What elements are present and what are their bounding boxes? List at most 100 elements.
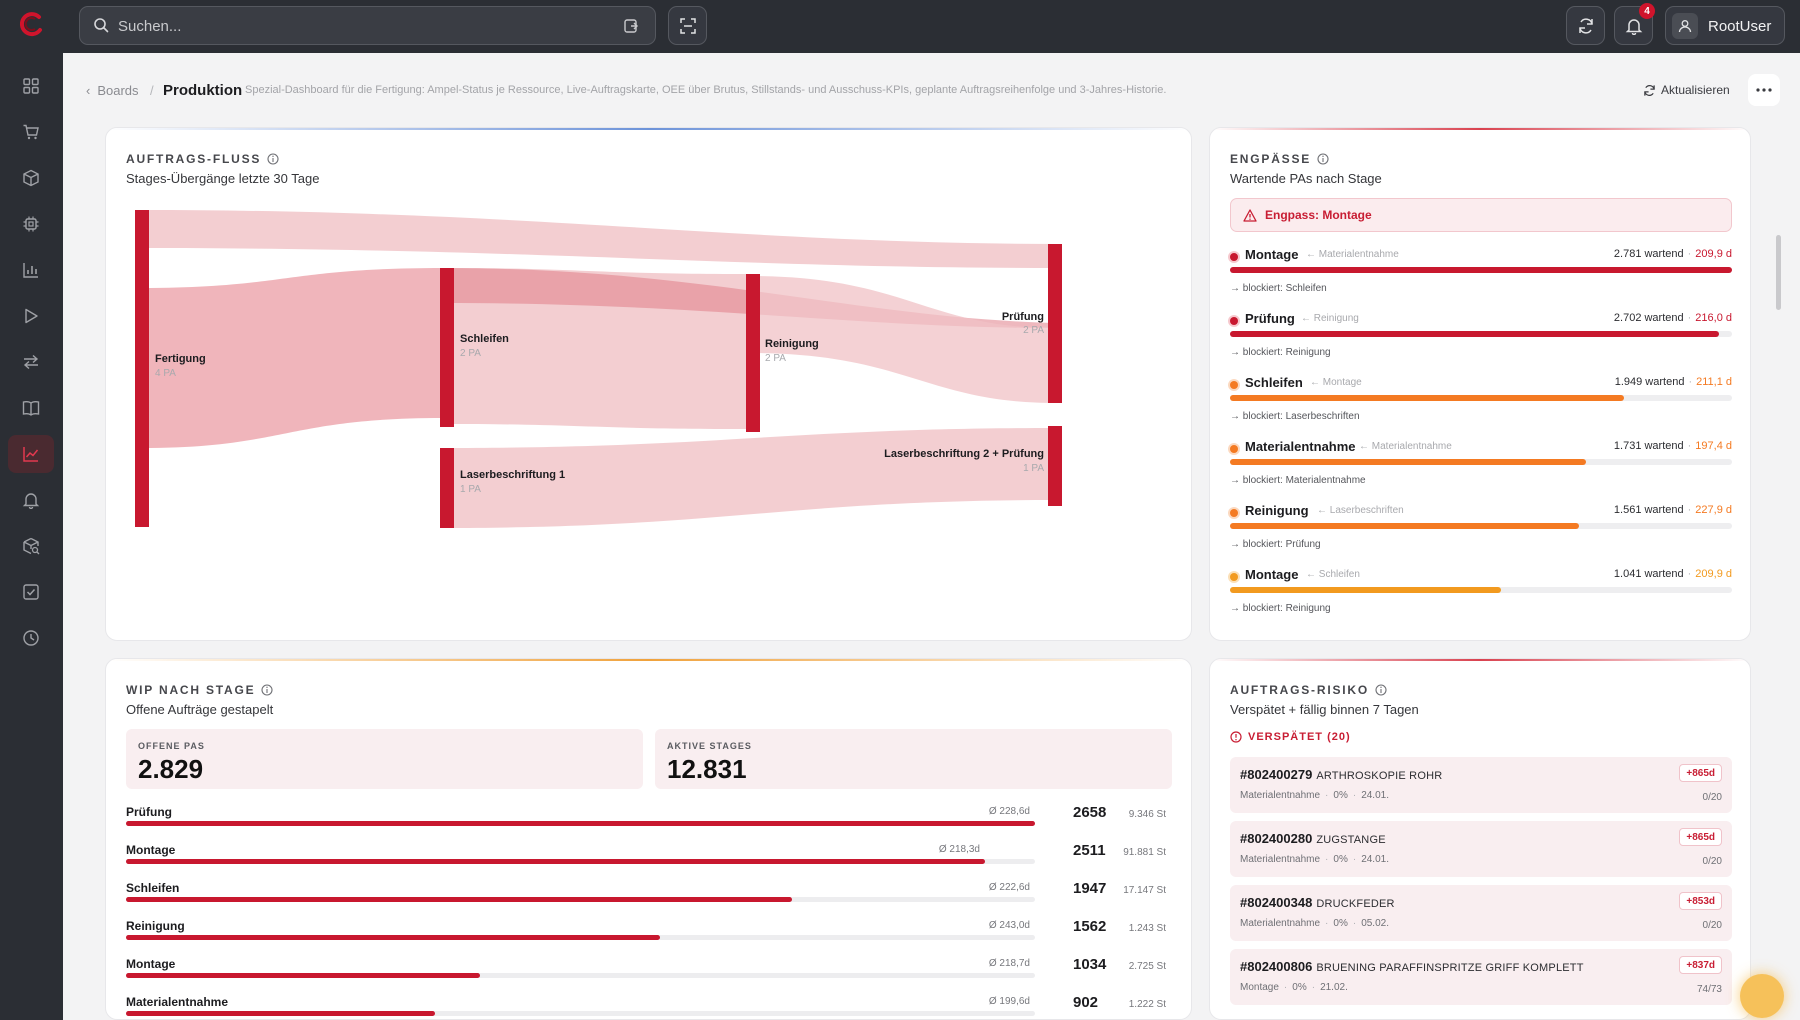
wip-count: 2658 (1073, 804, 1107, 821)
bottleneck-alert-text: Engpass: Montage (1265, 208, 1372, 222)
flow-subtitle: Stages-Übergänge letzte 30 Tage (126, 171, 320, 186)
wip-count: 902 (1073, 994, 1099, 1011)
info-icon[interactable] (267, 153, 279, 165)
bottleneck-row[interactable]: Prüfung ← Reinigung 2.702 wartend · 216,0 … (1230, 311, 1732, 375)
checkbox-icon (23, 584, 39, 600)
bottleneck-bar (1230, 395, 1732, 401)
scan-button[interactable] (668, 6, 707, 45)
risk-order-item[interactable]: #802400806 BRUENING PARAFFINSPRITZE GRIFF… (1230, 949, 1732, 1005)
page-description: Spezial-Dashboard für die Fertigung: Amp… (245, 84, 1167, 96)
bottleneck-source: ← Laserbeschriften (1317, 505, 1404, 516)
flow-title-text: AUFTRAGS-FLUSS (126, 152, 262, 166)
risk-order-item[interactable]: #802400348 DRUCKFEDER Materialentnahme · 0%… (1230, 885, 1732, 941)
sync-button[interactable] (1566, 6, 1605, 45)
app-logo[interactable] (18, 11, 44, 37)
sync-icon (1578, 17, 1593, 34)
flow-title: AUFTRAGS-FLUSS (126, 152, 279, 166)
sidebar-item-packages[interactable] (8, 159, 54, 197)
info-icon[interactable] (1375, 684, 1387, 696)
sidebar-item-resources[interactable] (8, 205, 54, 243)
wip-row[interactable]: Materialentnahme Ø 199,6d 902 1.222 St (126, 994, 1166, 1019)
bottleneck-row[interactable]: Reinigung ← Laserbeschriften 1.561 warte… (1230, 503, 1732, 567)
bottleneck-bar-fill (1230, 267, 1732, 273)
order-stage: Montage (1240, 982, 1279, 993)
order-meta: Materialentnahme · 0% · 24.01. (1240, 790, 1389, 801)
bottleneck-days: 209,9 d (1695, 568, 1732, 580)
notifications-button[interactable]: 4 (1614, 3, 1655, 45)
sidebar-item-production[interactable] (8, 435, 54, 473)
wip-bar (126, 935, 1035, 940)
sidebar-item-tasks[interactable] (8, 573, 54, 611)
wip-row[interactable]: Montage Ø 218,7d 1034 2.725 St (126, 956, 1166, 995)
bar-chart-icon (23, 263, 38, 278)
more-horizontal-icon (1756, 88, 1772, 92)
line-chart-icon (23, 447, 39, 462)
assistant-fab-button[interactable] (1740, 974, 1784, 1018)
search-shortcut-icon[interactable] (623, 18, 639, 39)
wip-pieces: 2.725 St (1128, 961, 1166, 972)
bottleneck-alert: Engpass: Montage (1230, 198, 1732, 232)
wip-bar (126, 1011, 1035, 1016)
search-input[interactable]: Suchen... (118, 18, 182, 35)
refresh-label: Aktualisieren (1661, 83, 1730, 97)
order-meta: Montage · 0% · 21.02. (1240, 982, 1348, 993)
breadcrumb-back-link[interactable]: ‹ Boards (86, 80, 139, 100)
wip-pieces: 1.222 St (1128, 999, 1166, 1010)
sidebar-item-statistics[interactable] (8, 251, 54, 289)
page-scrollbar[interactable] (1776, 235, 1781, 310)
order-meta: Materialentnahme · 0% · 05.02. (1240, 918, 1389, 929)
risk-order-item[interactable]: #802400279 ARTHROSKOPIE ROHR Materialentn… (1230, 757, 1732, 813)
bottleneck-row[interactable]: Materialentnahme ← Materialentnahme 1.73… (1230, 439, 1732, 503)
wip-stage-name: Montage (126, 843, 176, 857)
sidebar-item-package-search[interactable] (8, 527, 54, 565)
bottleneck-bar-fill (1230, 587, 1502, 593)
bottleneck-waiting: 1.041 wartend (1613, 568, 1684, 580)
wip-pieces: 9.346 St (1128, 809, 1166, 820)
sidebar-item-docs[interactable] (8, 389, 54, 427)
info-icon[interactable] (261, 684, 273, 696)
more-options-button[interactable] (1748, 74, 1780, 106)
package-icon (23, 169, 39, 187)
sidebar-item-history[interactable] (8, 619, 54, 657)
bottleneck-row[interactable]: Montage ← Materialentnahme 2.781 wartend… (1230, 247, 1732, 311)
wip-row[interactable]: Montage Ø 218,3d 2511 91.881 St (126, 842, 1166, 881)
user-name: RootUser (1708, 18, 1772, 35)
bottleneck-blocked-text: blockiert: Prüfung (1242, 539, 1321, 550)
refresh-button[interactable]: Aktualisieren (1643, 80, 1730, 100)
bottleneck-stage: Reinigung (1245, 503, 1309, 518)
kpi-value: 2.829 (138, 754, 204, 784)
bottleneck-row[interactable]: Montage ← Schleifen 1.041 wartend · 209,9 … (1230, 567, 1732, 631)
wip-row[interactable]: Reinigung Ø 243,0d 1562 1.243 St (126, 918, 1166, 957)
order-progress: 0/20 (1702, 792, 1722, 803)
book-icon (22, 401, 40, 416)
order-date: 24.01. (1361, 854, 1389, 865)
order-stage: Materialentnahme (1240, 790, 1321, 801)
sidebar-item-dashboard[interactable] (8, 67, 54, 105)
sidebar-item-transfers[interactable] (8, 343, 54, 381)
risk-order-item[interactable]: #802400280 ZUGSTANGE Materialentnahme · 0% ·… (1230, 821, 1732, 877)
status-dot (1230, 573, 1238, 581)
card-accent-line (1210, 659, 1750, 661)
bottleneck-blocked: → blockiert: Materialentnahme (1230, 475, 1366, 486)
wip-avg-days: Ø 199,6d (988, 996, 1030, 1007)
wip-row[interactable]: Prüfung Ø 228,6d 2658 9.346 St (126, 804, 1166, 843)
bottleneck-waiting: 1.949 wartend (1614, 376, 1685, 388)
sidebar-item-cart[interactable] (8, 113, 54, 151)
order-percent: 0% (1333, 790, 1348, 801)
search-bar[interactable]: Suchen... (79, 6, 656, 45)
wip-subtitle: Offene Aufträge gestapelt (126, 702, 274, 717)
user-menu-button[interactable]: RootUser (1665, 6, 1785, 45)
kpi-value: 12.831 (667, 754, 747, 784)
card-accent-line (106, 659, 1191, 661)
wip-stage-name: Montage (126, 957, 176, 971)
wip-row[interactable]: Schleifen Ø 222,6d 1947 17.147 St (126, 880, 1166, 919)
sidebar-item-alerts[interactable] (8, 481, 54, 519)
status-dot (1230, 253, 1238, 261)
order-number: #802400806 (1240, 959, 1313, 974)
sidebar-item-run[interactable] (8, 297, 54, 335)
bottleneck-row[interactable]: Schleifen ← Montage 1.949 wartend · 211,1 … (1230, 375, 1732, 439)
wip-bar-fill (126, 973, 480, 978)
risk-card: AUFTRAGS-RISIKO Verspätet + fällig binne… (1209, 658, 1751, 1020)
info-icon[interactable] (1317, 153, 1329, 165)
wip-stage-name: Materialentnahme (126, 995, 229, 1009)
